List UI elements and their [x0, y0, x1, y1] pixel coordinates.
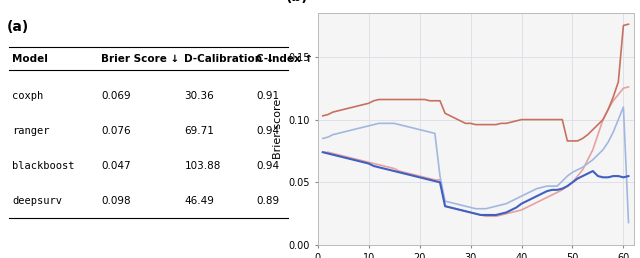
Text: 0.91: 0.91 [256, 92, 280, 101]
Text: (b): (b) [286, 0, 308, 4]
Text: C-Index ↑: C-Index ↑ [256, 54, 314, 64]
Text: D-Calibration ↓: D-Calibration ↓ [184, 54, 275, 64]
Text: 0.069: 0.069 [101, 92, 131, 101]
Text: coxph: coxph [12, 92, 44, 101]
Text: 46.49: 46.49 [184, 196, 214, 206]
Text: (a): (a) [6, 20, 29, 34]
Text: 0.076: 0.076 [101, 126, 131, 136]
Text: 0.94: 0.94 [256, 161, 280, 171]
Text: blackboost: blackboost [12, 161, 75, 171]
Text: 0.098: 0.098 [101, 196, 131, 206]
Text: deepsurv: deepsurv [12, 196, 62, 206]
Text: 0.047: 0.047 [101, 161, 131, 171]
Text: ranger: ranger [12, 126, 50, 136]
Text: 103.88: 103.88 [184, 161, 221, 171]
Text: 30.36: 30.36 [184, 92, 214, 101]
Text: 69.71: 69.71 [184, 126, 214, 136]
Text: 0.94: 0.94 [256, 126, 280, 136]
Text: 0.89: 0.89 [256, 196, 280, 206]
Y-axis label: Brier score: Brier score [273, 99, 283, 159]
Text: Brier Score ↓: Brier Score ↓ [101, 54, 179, 64]
Text: Model: Model [12, 54, 48, 64]
